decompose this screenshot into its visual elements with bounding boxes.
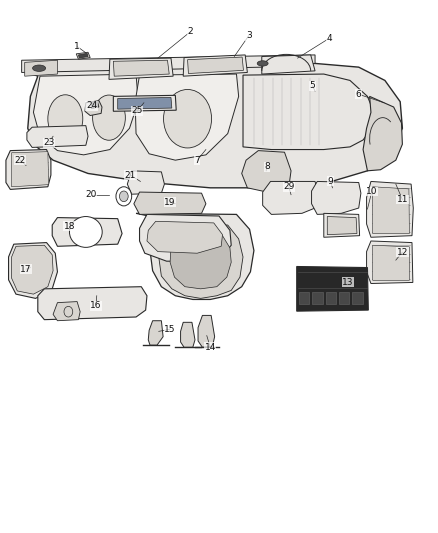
Polygon shape — [21, 55, 315, 72]
Polygon shape — [140, 214, 231, 261]
Polygon shape — [187, 57, 244, 74]
Polygon shape — [6, 150, 51, 189]
Polygon shape — [311, 181, 361, 214]
Text: 14: 14 — [205, 343, 216, 352]
Polygon shape — [135, 74, 239, 160]
Polygon shape — [113, 60, 169, 76]
Polygon shape — [113, 95, 176, 111]
Polygon shape — [367, 181, 413, 237]
Polygon shape — [243, 74, 374, 150]
Polygon shape — [136, 213, 254, 300]
Polygon shape — [183, 55, 247, 76]
Polygon shape — [297, 266, 368, 311]
Polygon shape — [78, 53, 88, 58]
Text: 11: 11 — [397, 195, 408, 204]
Polygon shape — [263, 181, 318, 214]
Polygon shape — [92, 102, 99, 109]
Polygon shape — [373, 245, 410, 280]
Text: 15: 15 — [164, 325, 176, 334]
Polygon shape — [367, 241, 413, 284]
Text: 5: 5 — [310, 81, 315, 90]
Polygon shape — [134, 192, 206, 214]
Polygon shape — [324, 213, 360, 237]
Text: 8: 8 — [264, 162, 270, 171]
Text: 16: 16 — [90, 301, 102, 310]
Polygon shape — [12, 245, 53, 294]
Polygon shape — [170, 235, 231, 289]
Ellipse shape — [163, 90, 212, 148]
Text: 4: 4 — [326, 34, 332, 43]
Text: 12: 12 — [397, 248, 408, 257]
Ellipse shape — [92, 95, 125, 140]
Polygon shape — [262, 55, 315, 74]
Polygon shape — [9, 243, 57, 298]
Text: 18: 18 — [64, 222, 75, 231]
Text: 1: 1 — [74, 42, 80, 51]
Polygon shape — [21, 63, 403, 188]
Polygon shape — [27, 126, 88, 148]
Text: 22: 22 — [15, 156, 26, 165]
Circle shape — [116, 187, 132, 206]
Bar — [312, 292, 323, 304]
Polygon shape — [52, 217, 122, 246]
Text: 7: 7 — [194, 156, 200, 165]
Text: 9: 9 — [328, 177, 333, 186]
Polygon shape — [25, 60, 57, 76]
Text: 23: 23 — [43, 138, 54, 147]
Polygon shape — [198, 316, 215, 348]
Polygon shape — [180, 322, 195, 348]
Polygon shape — [118, 98, 172, 109]
Polygon shape — [242, 151, 291, 192]
Ellipse shape — [32, 65, 46, 71]
Polygon shape — [76, 52, 90, 59]
Polygon shape — [109, 58, 173, 79]
Bar — [299, 292, 309, 304]
Circle shape — [120, 191, 128, 201]
Polygon shape — [147, 221, 223, 253]
Ellipse shape — [48, 95, 83, 143]
Bar — [339, 292, 350, 304]
Text: 25: 25 — [132, 106, 143, 115]
Bar — [325, 292, 336, 304]
Text: 17: 17 — [20, 265, 32, 273]
Polygon shape — [38, 287, 147, 320]
Polygon shape — [12, 152, 49, 187]
Text: 20: 20 — [85, 190, 97, 199]
Polygon shape — [327, 216, 357, 235]
Text: 6: 6 — [356, 90, 362, 99]
Text: 21: 21 — [125, 171, 136, 180]
Text: 24: 24 — [86, 101, 97, 110]
Polygon shape — [127, 171, 164, 194]
Polygon shape — [148, 321, 163, 345]
Text: 10: 10 — [366, 187, 378, 196]
Polygon shape — [373, 187, 410, 233]
Polygon shape — [151, 224, 243, 298]
Polygon shape — [85, 101, 102, 116]
Circle shape — [64, 306, 73, 317]
Text: 3: 3 — [246, 31, 251, 41]
Ellipse shape — [257, 61, 268, 66]
Polygon shape — [363, 96, 403, 171]
Ellipse shape — [70, 216, 102, 247]
Text: 13: 13 — [342, 278, 353, 287]
Text: 19: 19 — [164, 198, 176, 207]
Polygon shape — [53, 302, 80, 321]
Text: 29: 29 — [283, 182, 294, 191]
Polygon shape — [33, 74, 138, 155]
Text: 2: 2 — [188, 27, 194, 36]
Bar — [352, 292, 363, 304]
